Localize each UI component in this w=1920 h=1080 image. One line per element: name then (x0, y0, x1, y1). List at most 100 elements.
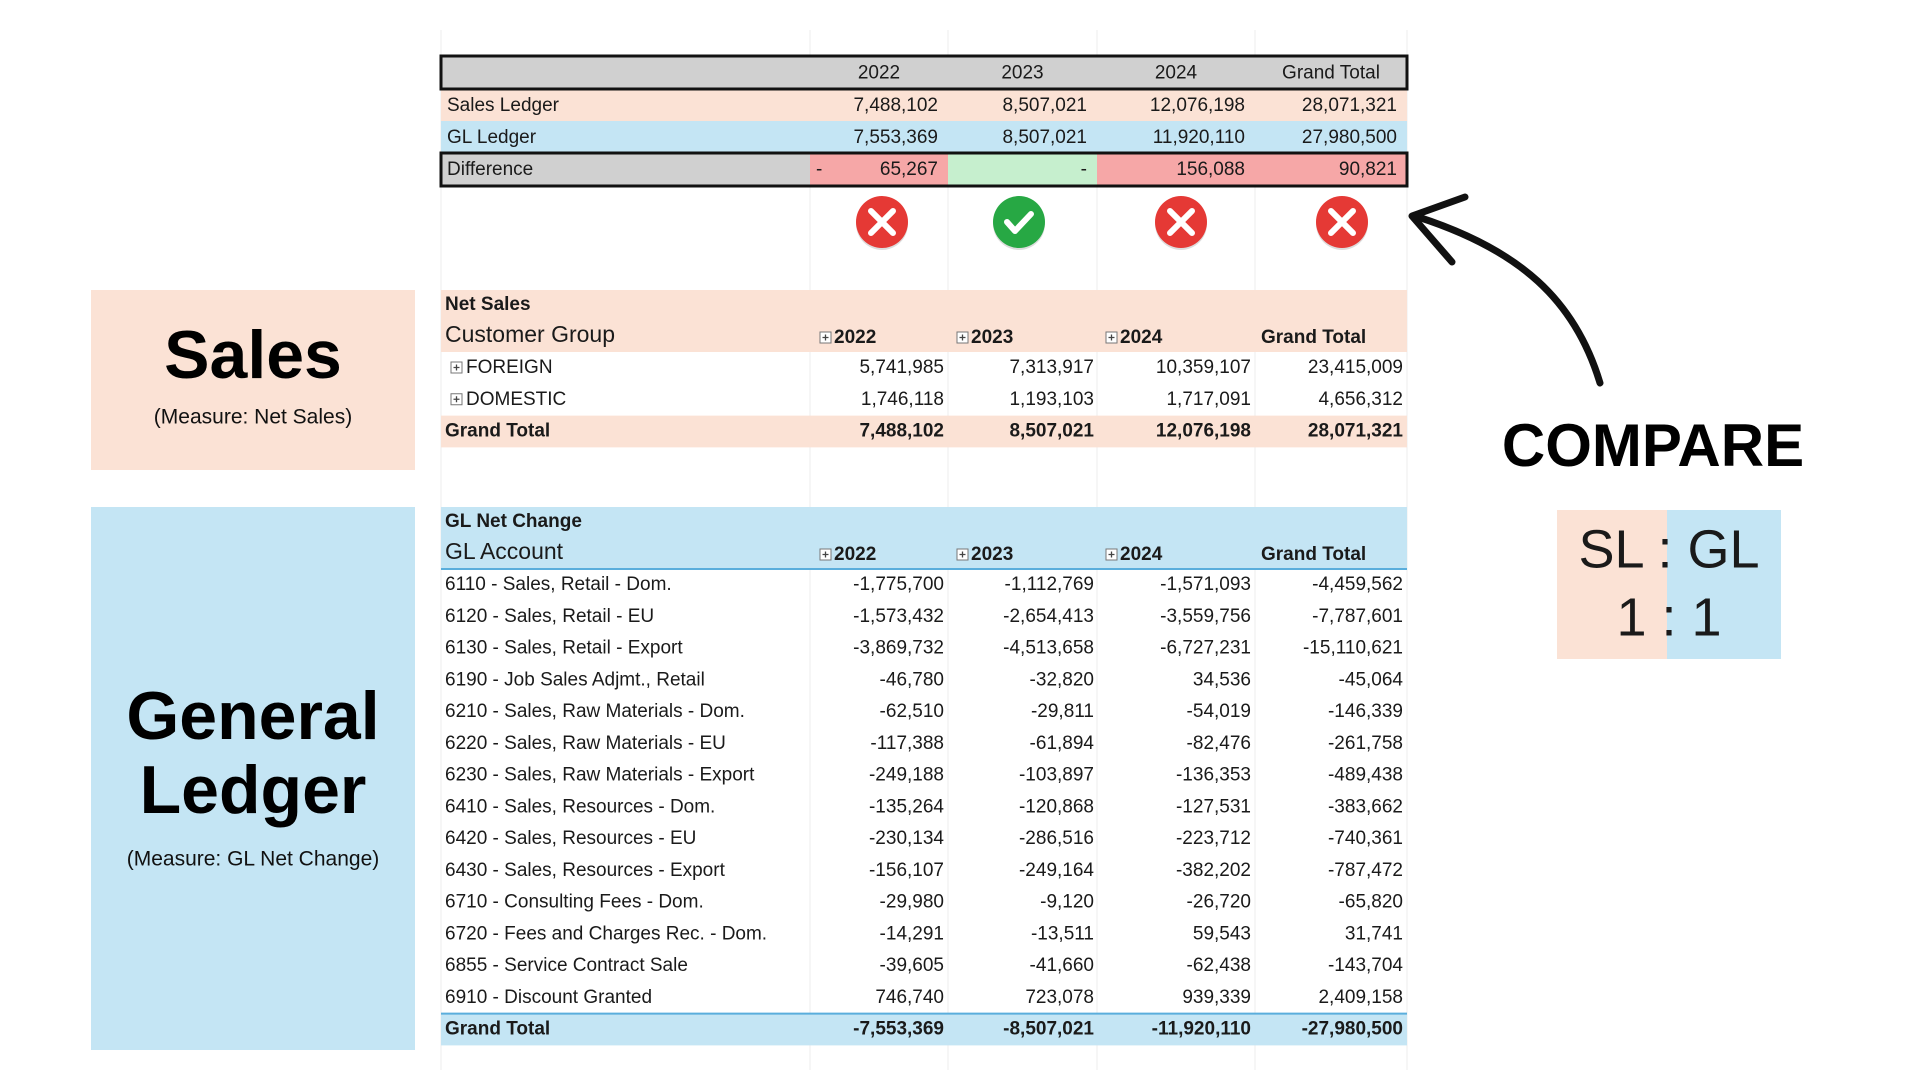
pivot-cell: 59,543 (1193, 923, 1251, 944)
pivot-cell: -15,110,621 (1303, 638, 1403, 659)
pivot-row-label: 6220 - Sales, Raw Materials - EU (445, 733, 726, 754)
pivot-cell: 939,339 (1182, 987, 1251, 1008)
pivot-header-bg (441, 290, 1407, 352)
expand-plus (1108, 551, 1115, 558)
pivot-row-label: 6230 - Sales, Raw Materials - Export (445, 765, 755, 786)
gl-title: Ledger (140, 752, 367, 828)
pivot-cell: -4,513,658 (1003, 638, 1094, 659)
pivot-cell: -46,780 (880, 669, 944, 690)
pivot-total-bg (441, 1013, 1407, 1046)
pivot-col-header: Grand Total (1261, 544, 1366, 565)
diff-amount: 65,267 (880, 159, 938, 180)
gl-panel (91, 507, 415, 1050)
cell: 8,507,021 (1002, 95, 1087, 116)
pivot-measure: GL Net Change (445, 511, 582, 532)
gl-title: General (126, 678, 379, 754)
pivot-col-header: 2023 (971, 544, 1013, 565)
pivot-total-cell: -27,980,500 (1302, 1019, 1403, 1040)
row-bg (441, 121, 1407, 153)
pivot-row-label: 6120 - Sales, Retail - EU (445, 606, 654, 627)
pivot-total-label: Grand Total (445, 1019, 550, 1040)
pivot-cell: -787,472 (1328, 860, 1403, 881)
pivot-cell: -489,438 (1328, 765, 1403, 786)
pivot-col-header: 2023 (971, 327, 1013, 348)
compare-title: COMPARE (1502, 412, 1804, 479)
pivot-cell: -156,107 (869, 860, 944, 881)
pivot-cell: -249,188 (869, 765, 944, 786)
diff-sign: - (816, 159, 822, 180)
pivot-header-bg (441, 507, 1407, 569)
pivot-col-header: 2024 (1120, 327, 1163, 348)
header-row (441, 56, 1407, 89)
pivot-row-header: Customer Group (445, 321, 615, 347)
arrow (1414, 213, 1604, 387)
cell: 7,553,369 (853, 127, 938, 148)
pivot-row-label: 6710 - Consulting Fees - Dom. (445, 892, 704, 913)
status-check (1004, 211, 1034, 234)
pivot-row-label: 6910 - Discount Granted (445, 987, 652, 1008)
pivot-total-cell: 8,507,021 (1009, 421, 1094, 442)
pivot-row-label: 6855 - Service Contract Sale (445, 955, 688, 976)
header-border (439, 54, 1409, 91)
pivot-row-header: GL Account (445, 538, 564, 564)
col-header: Grand Total (1282, 63, 1380, 84)
pivot-cell: -120,868 (1019, 796, 1094, 817)
pivot-cell: -382,202 (1176, 860, 1251, 881)
cell: 8,507,021 (1002, 127, 1087, 148)
pivot-cell: -1,112,769 (1005, 574, 1094, 595)
pivot-cell: -41,660 (1030, 955, 1094, 976)
pivot-col-header: Grand Total (1261, 327, 1366, 348)
diff-cell (1097, 153, 1255, 186)
pivot-cell: 10,359,107 (1156, 357, 1251, 378)
diff-amount: 90,821 (1339, 159, 1397, 180)
pivot-cell: -62,510 (880, 701, 944, 722)
cell: 27,980,500 (1302, 127, 1397, 148)
pivot-cell: 23,415,009 (1308, 357, 1403, 378)
pivot-col-header: 2024 (1120, 544, 1163, 565)
pivot-cell: -3,559,756 (1160, 606, 1251, 627)
pivot-cell: -32,820 (1030, 669, 1094, 690)
status-icon (993, 196, 1045, 248)
row-label: Difference (447, 159, 533, 180)
pivot-row-label: DOMESTIC (466, 389, 566, 410)
pivot-row-label: 6190 - Job Sales Adjmt., Retail (445, 669, 705, 690)
pivot-cell: -13,511 (1031, 923, 1094, 944)
pivot-cell: 34,536 (1193, 669, 1251, 690)
expand-plus (453, 396, 460, 403)
pivot-cell: -62,438 (1187, 955, 1251, 976)
pivot-total-cell: 28,071,321 (1308, 421, 1404, 442)
pivot-row-label: 6110 - Sales, Retail - Dom. (445, 574, 672, 595)
pivot-cell: -26,720 (1187, 892, 1251, 913)
diff-cell (1255, 153, 1407, 186)
diff-cell (810, 153, 948, 186)
row-label: GL Ledger (447, 127, 537, 148)
pivot-row-label: 6130 - Sales, Retail - Export (445, 638, 683, 659)
pivot-cell: -61,894 (1030, 733, 1095, 754)
pivot-cell: -4,459,562 (1312, 574, 1403, 595)
status-cross (1328, 208, 1356, 236)
pivot-cell: -136,353 (1176, 765, 1251, 786)
row-bg (441, 89, 1407, 121)
pivot-measure: Net Sales (445, 294, 531, 315)
pivot-cell: -103,897 (1019, 765, 1094, 786)
diff-border (439, 151, 1409, 188)
sales-title: Sales (164, 317, 342, 393)
pivot-col-header: 2022 (834, 544, 876, 565)
pivot-cell: 1,746,118 (861, 389, 944, 410)
pivot-total-cell: -8,507,021 (1003, 1019, 1094, 1040)
pivot-cell: -29,811 (1031, 701, 1094, 722)
pivot-cell: -39,605 (880, 955, 944, 976)
pivot-cell: 2,409,158 (1318, 987, 1403, 1008)
pivot-cell: 5,741,985 (859, 357, 944, 378)
pivot-cell: -65,820 (1339, 892, 1403, 913)
col-header: 2023 (1001, 63, 1043, 84)
pivot-cell: 1,717,091 (1166, 389, 1251, 410)
expand-plus (1108, 334, 1115, 341)
pivot-total-cell: -11,920,110 (1152, 1019, 1251, 1040)
pivot-cell: 7,313,917 (1009, 357, 1094, 378)
expand-plus (959, 334, 966, 341)
pivot-cell: 31,741 (1345, 923, 1403, 944)
pivot-cell: -9,120 (1040, 892, 1094, 913)
